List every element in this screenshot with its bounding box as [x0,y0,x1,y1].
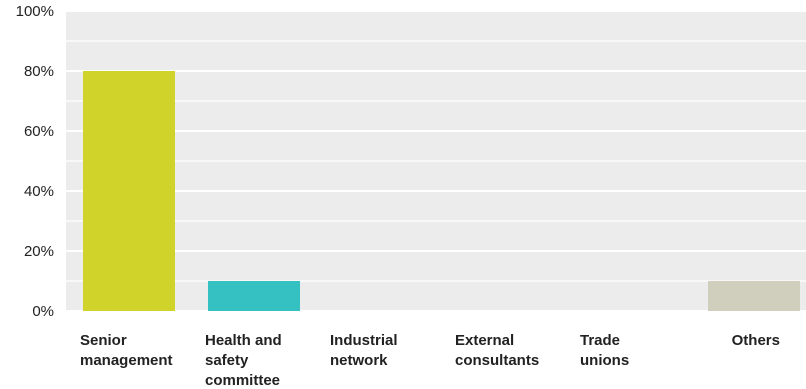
x-tick-label: Industrial network [330,332,398,369]
x-tick-label: Others [732,332,780,349]
x-tick-label: Trade unions [580,332,629,369]
x-tick-label: Health and safety committee [205,332,282,389]
x-axis-ticks: Senior management Health and safety committe… [80,332,780,389]
bars [83,71,800,311]
gridlines [66,10,806,312]
y-tick-label: 20% [24,243,54,260]
x-tick-label: Senior management [80,332,173,369]
bar-health-and-safety-committee [208,281,300,311]
bar-senior-management [83,71,175,311]
y-tick-label: 60% [24,123,54,140]
y-tick-label: 40% [24,183,54,200]
x-tick-label: External consultants [455,332,539,369]
bar-others [708,281,800,311]
y-axis-ticks: 0% 20% 40% 60% 80% 100% [16,3,54,320]
y-tick-label: 80% [24,63,54,80]
y-tick-label: 100% [16,3,54,20]
y-tick-label: 0% [32,303,54,320]
